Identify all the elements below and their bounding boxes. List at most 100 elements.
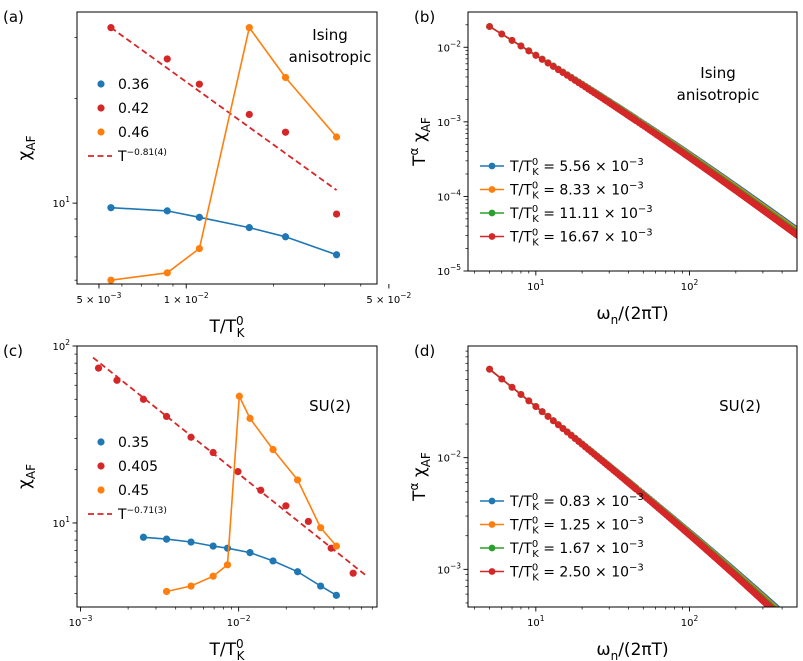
data-point — [791, 621, 798, 628]
data-point — [787, 619, 794, 626]
data-point — [784, 614, 791, 621]
data-point — [794, 627, 801, 634]
data-point — [791, 623, 798, 630]
data-point — [525, 397, 533, 405]
legend-marker — [97, 104, 105, 112]
data-point — [139, 395, 148, 403]
data-point — [773, 608, 780, 615]
data-point — [786, 620, 793, 627]
data-point — [781, 614, 788, 621]
data-point — [113, 376, 121, 384]
series-line — [110, 206, 337, 256]
data-point — [94, 364, 103, 372]
data-point — [784, 617, 791, 624]
data-point — [783, 613, 790, 620]
data-point — [780, 611, 787, 618]
series-0.42 — [107, 24, 341, 218]
data-point — [776, 609, 783, 616]
data-point — [781, 612, 788, 619]
data-point — [784, 620, 791, 627]
x-tick-label: 5 × 10−3 — [77, 291, 122, 306]
legend-marker — [97, 128, 105, 136]
data-point — [788, 619, 795, 626]
y-axis-label: χAF — [15, 464, 38, 489]
data-point — [795, 624, 802, 631]
x-axis-label: T/T0 K — [208, 314, 245, 340]
plot-area — [486, 23, 797, 239]
data-point — [787, 623, 794, 630]
data-point — [792, 626, 799, 633]
data-point — [781, 615, 788, 622]
data-point — [778, 609, 785, 616]
data-point — [795, 628, 802, 635]
data-point — [792, 625, 799, 632]
data-point — [780, 613, 787, 620]
data-point — [281, 233, 290, 241]
annotation-text: Ising — [700, 64, 735, 82]
axes-frame — [467, 11, 798, 272]
data-point — [790, 621, 797, 628]
data-point — [788, 620, 795, 627]
data-point — [794, 627, 801, 634]
data-point — [787, 619, 794, 626]
data-point — [782, 615, 789, 622]
panel-a: (a) 5 × 10−3 1 × 10−2 5 × 10−2 101 T/T0 K χAF Is… — [3, 8, 412, 340]
data-point — [776, 613, 783, 620]
y-tick-label: 10−4 — [437, 188, 461, 203]
data-point — [783, 615, 790, 622]
data-point — [775, 612, 782, 619]
data-point — [235, 392, 243, 400]
data-point — [775, 612, 782, 619]
data-point — [786, 619, 793, 626]
data-point — [498, 30, 506, 38]
data-point — [797, 632, 803, 639]
data-point — [782, 618, 789, 625]
series-line — [166, 393, 338, 593]
panel-b: (b) 101 102 10−5 10−4 10−3 10−2 ωn/(2πT) Tα χAF I… — [407, 8, 798, 327]
data-point — [796, 629, 803, 636]
data-point — [789, 619, 796, 626]
data-point — [776, 610, 783, 617]
panel-label: (c) — [3, 342, 23, 360]
data-point — [795, 625, 802, 632]
annotation-text: SU(2) — [309, 397, 351, 415]
data-point — [245, 110, 253, 119]
data-point — [775, 610, 782, 617]
data-point — [792, 625, 799, 632]
data-point — [775, 609, 782, 616]
data-point — [785, 621, 792, 628]
data-point — [792, 621, 799, 628]
data-point — [770, 607, 777, 614]
data-point — [796, 626, 803, 633]
data-point — [786, 618, 793, 625]
data-point — [786, 616, 793, 623]
data-point — [223, 561, 232, 569]
data-point — [788, 621, 795, 628]
data-point — [795, 624, 802, 631]
data-point — [139, 533, 148, 541]
data-point — [785, 615, 792, 622]
axes-frame — [467, 345, 798, 608]
data-point — [107, 276, 115, 284]
data-point — [317, 582, 325, 590]
data-point — [269, 557, 277, 565]
data-point — [783, 617, 790, 624]
data-point — [775, 611, 782, 618]
data-point — [785, 615, 792, 622]
data-point — [794, 629, 801, 636]
data-point — [187, 433, 195, 441]
data-point — [773, 609, 780, 616]
data-point — [797, 626, 803, 633]
legend-label: T/T0 K = 0.83 × 10−3 — [509, 492, 644, 513]
data-point — [538, 56, 546, 63]
data-point — [785, 619, 792, 626]
annotation-text: anisotropic — [289, 48, 372, 66]
data-point — [794, 624, 801, 631]
data-point — [790, 626, 797, 633]
data-point — [281, 73, 290, 82]
data-point — [544, 413, 552, 420]
data-point — [778, 614, 785, 621]
legend-fit-label: T−0.71(3) — [117, 506, 167, 523]
data-point — [787, 622, 794, 629]
